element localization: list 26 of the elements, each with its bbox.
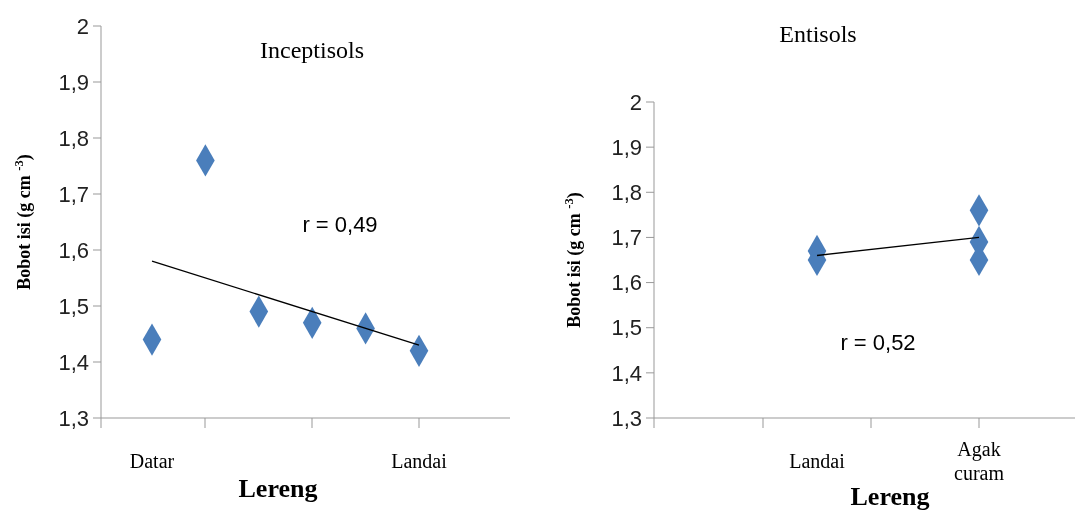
y-tick-label: 2 [629,89,642,115]
chart-title: Inceptisols [260,37,364,63]
y-tick-label: 1,7 [611,225,642,251]
annotation: r = 0,52 [840,330,916,355]
x-axis-title: Lereng [238,474,318,503]
y-tick-label: 1,5 [611,315,642,341]
y-tick-label: 1,8 [58,125,89,151]
y-tick-label: 1,3 [58,405,89,431]
x-tick-label: Agak curam [954,438,1005,484]
y-tick-label: 1,5 [58,293,89,319]
y-tick-label: 1,6 [58,237,89,263]
y-tick-label: 1,8 [611,179,642,205]
y-tick-label: 1,3 [611,405,642,431]
x-axis-title: Lereng [850,482,930,511]
y-tick-label: 1,4 [58,349,89,375]
x-tick-label: Landai [789,450,846,472]
y-tick-label: 1,4 [611,360,642,386]
y-tick-label: 1,6 [611,270,642,296]
x-tick-label: Landai [391,450,448,472]
y-tick-label: 1,9 [611,134,642,160]
chart-title: Entisols [779,21,857,47]
x-tick-label: Datar [129,450,175,472]
y-tick-label: 1,7 [58,181,89,207]
y-tick-label: 2 [76,13,89,39]
y-tick-label: 1,9 [58,69,89,95]
annotation: r = 0,49 [302,212,378,237]
